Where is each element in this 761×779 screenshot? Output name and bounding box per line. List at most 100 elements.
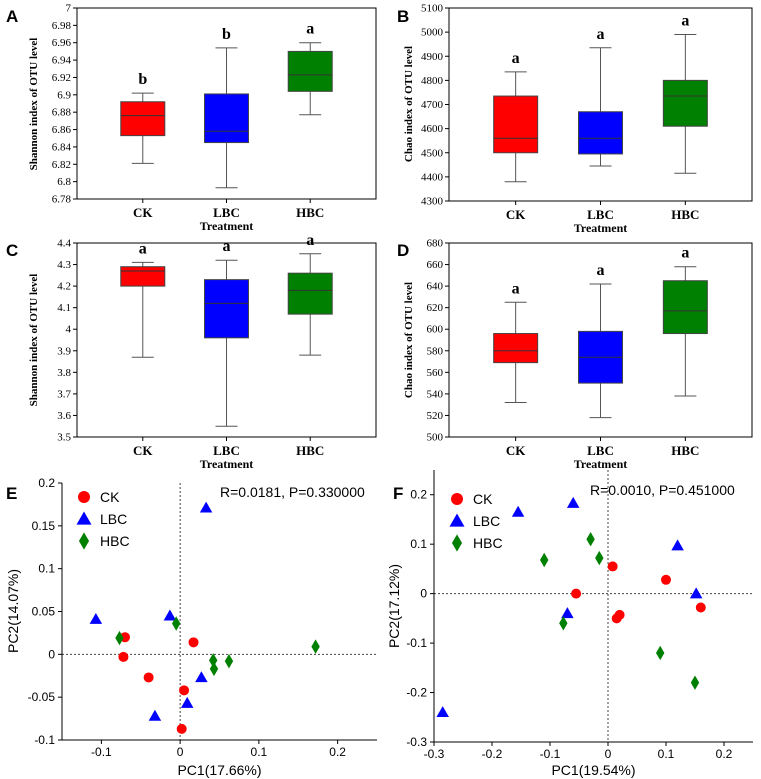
point-ck [695, 602, 706, 613]
legend-marker-lbc [76, 511, 92, 525]
box-hbc [287, 50, 333, 92]
y-axis-label: Shannon index of OTU level [28, 274, 40, 407]
panel-letter: B [397, 7, 409, 26]
box-ck [120, 101, 166, 137]
box-ck [493, 333, 539, 364]
x-tick-label: LBC [587, 207, 614, 222]
x-tick-label: 0 [177, 745, 184, 759]
x-tick-label: HBC [296, 443, 324, 458]
y-tick-label: 620 [427, 302, 444, 314]
y-tick-label: -0.05 [28, 690, 56, 704]
significance-letter: a [306, 21, 314, 38]
y-tick-label: 5100 [421, 3, 444, 15]
panel-b: 4300 4400 4500 4600 4700 4800 4900 5000 5100 CK a L… [397, 3, 753, 235]
x-tick-label: 0.1 [658, 747, 675, 761]
x-tick-label: HBC [671, 207, 699, 222]
y-tick-label: 4 [66, 324, 72, 336]
y-tick-label: 4.3 [57, 259, 71, 271]
legend-marker-ck [78, 491, 90, 503]
significance-letter: b [138, 71, 147, 88]
significance-letter: a [512, 50, 520, 67]
significance-letter: a [223, 238, 231, 255]
significance-letter: a [681, 245, 689, 262]
panel-letter: E [6, 484, 17, 503]
x-tick-label: 0 [605, 747, 612, 761]
x-tick-label: CK [506, 207, 526, 222]
significance-letter: a [306, 232, 314, 249]
y-tick-label: 3.8 [57, 367, 71, 379]
panel-letter: F [393, 484, 403, 503]
y-tick-label: -0.2 [406, 686, 427, 700]
point-hbc [595, 550, 604, 566]
point-hbc [656, 645, 665, 661]
legend-label-lbc: LBC [473, 513, 500, 529]
panel-a: 6.78 6.8 6.82 6.84 6.86 6.88 6.9 6.92 6.94 6.96 6.… [6, 3, 377, 233]
point-ck [661, 574, 671, 585]
y-tick-label: 6.98 [52, 20, 72, 32]
legend-marker-ck [451, 493, 463, 505]
point-ck [179, 685, 190, 696]
point-ck [176, 723, 187, 734]
point-hbc [171, 616, 181, 631]
x-axis-label: Treatment [574, 457, 628, 471]
box-ck [120, 266, 166, 287]
y-tick-label: 600 [427, 324, 444, 336]
x-axis-label: Treatment [574, 221, 628, 235]
x-tick-label: HBC [671, 443, 699, 458]
point-hbc [209, 661, 219, 677]
y-tick-label: 4.2 [57, 281, 71, 293]
x-tick-label: CK [506, 443, 526, 458]
y-axis-label: PC2(14.07%) [5, 569, 21, 653]
box-lbc [204, 93, 249, 144]
y-tick-label: -0.1 [34, 733, 55, 747]
y-axis-label: Chao index of OTU level [403, 46, 415, 162]
panel-letter: D [397, 241, 409, 260]
y-axis-label: PC2(17.12%) [386, 564, 402, 648]
anosim-annotation: R=0.0181, P=0.330000 [220, 484, 365, 500]
panel-letter: C [6, 241, 18, 260]
legend-label-hbc: HBC [100, 533, 130, 549]
y-tick-label: 0.1 [38, 562, 55, 576]
significance-letter: a [597, 26, 605, 43]
panel-e: -0.1 -0.05 0 0.05 0.1 0.15 0.2 -0.1 0 0.1 0.2 CK LBC… [5, 476, 377, 778]
point-ck [571, 588, 582, 599]
y-tick-label: 640 [427, 281, 444, 293]
x-tick-label: CK [133, 443, 153, 458]
x-tick-label: LBC [213, 443, 240, 458]
y-tick-label: 520 [427, 410, 444, 422]
significance-letter: a [512, 280, 520, 297]
significance-letter: a [139, 240, 147, 257]
point-lbc [436, 706, 449, 718]
box-ck [493, 95, 539, 154]
y-tick-label: 6.84 [52, 141, 72, 153]
y-tick-label: 5000 [421, 27, 444, 39]
y-tick-label: 6.94 [52, 55, 72, 67]
x-axis-label: PC1(17.66%) [177, 762, 261, 778]
x-tick-label: -0.3 [424, 747, 445, 761]
x-tick-label: -0.1 [540, 747, 561, 761]
y-tick-label: 6.82 [52, 159, 71, 171]
y-tick-label: 6.92 [52, 72, 71, 84]
x-tick-label: 0.1 [251, 745, 268, 759]
point-ck [118, 651, 129, 662]
x-tick-label: -0.2 [482, 747, 503, 761]
y-tick-label: 500 [427, 432, 444, 444]
x-tick-label: LBC [213, 205, 240, 220]
y-tick-label: 4400 [421, 171, 444, 183]
y-tick-label: 0.2 [38, 476, 55, 490]
y-tick-label: 4700 [421, 99, 444, 111]
y-tick-label: -0.1 [406, 636, 427, 650]
y-tick-label: 6.96 [52, 37, 72, 49]
significance-letter: b [222, 26, 231, 43]
point-ck [614, 609, 625, 620]
y-tick-label: 4.4 [57, 238, 71, 250]
box-hbc [662, 79, 708, 127]
point-ck [607, 561, 618, 572]
significance-letter: a [597, 262, 605, 279]
point-lbc [148, 709, 162, 721]
x-tick-label: HBC [296, 205, 324, 220]
y-tick-label: 560 [427, 367, 444, 379]
anosim-annotation: R=0.0010, P=0.451000 [590, 482, 735, 498]
point-lbc [566, 496, 580, 508]
